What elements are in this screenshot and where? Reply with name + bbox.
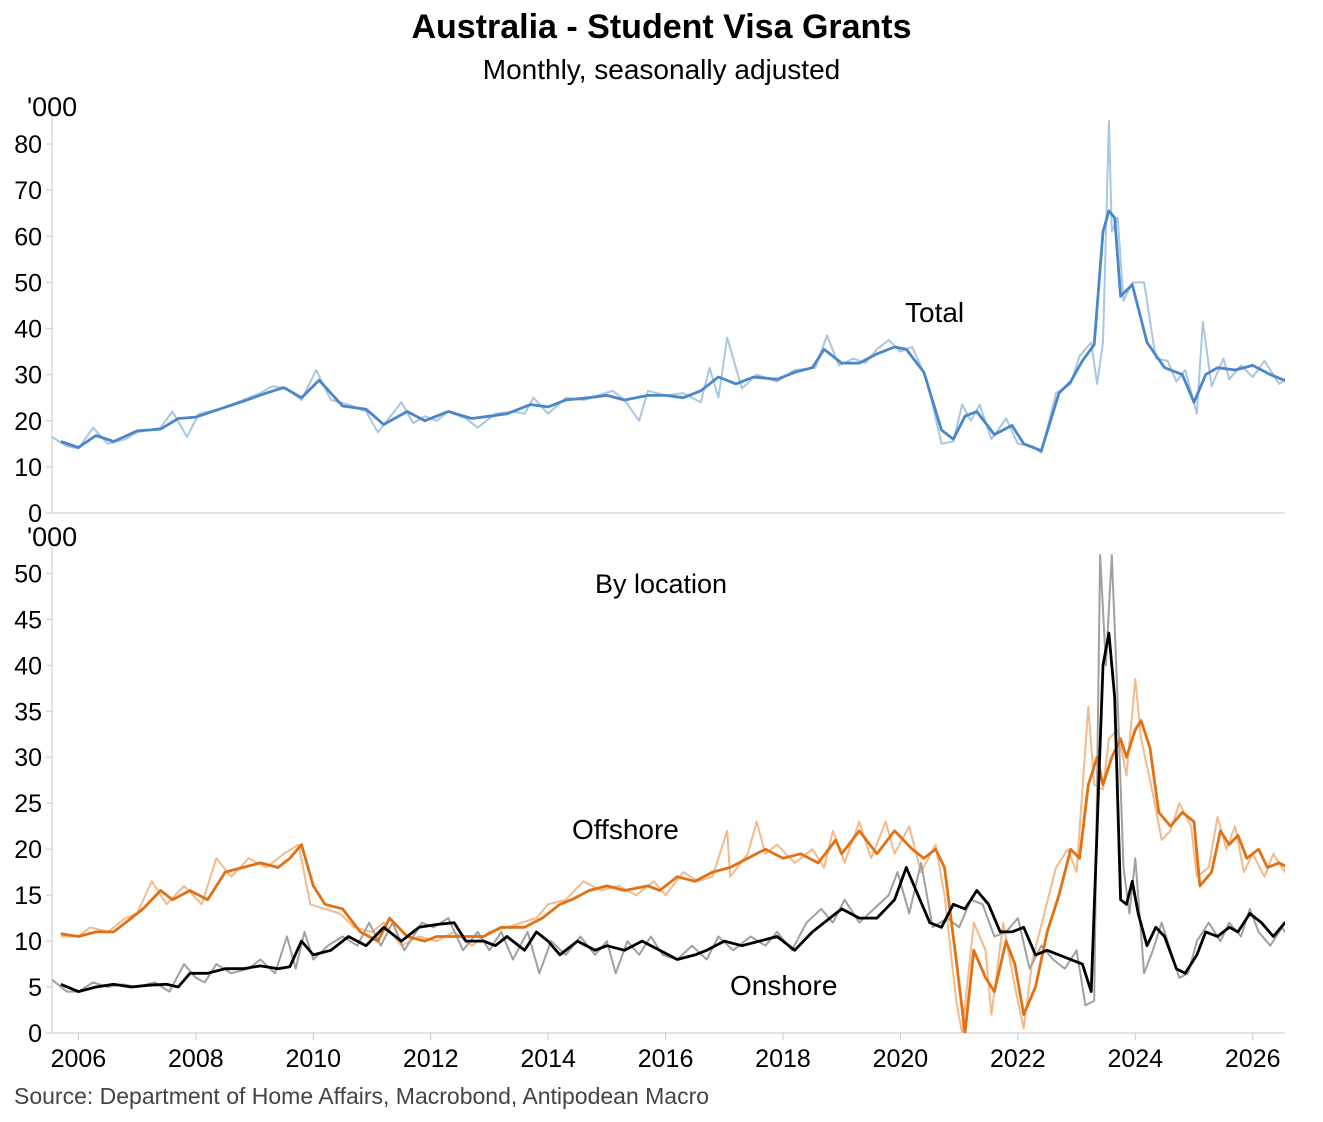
x-tick-label: 2008 [168,1045,224,1073]
x-tick-label: 2018 [755,1045,811,1073]
x-tick-label: 2010 [285,1045,341,1073]
bottom-panel: 0 5 10 15 20 25 30 35 40 45 50 '000 2006 2008 2010 2012… [14,522,1285,1073]
bottom-unit-label: '000 [27,522,77,552]
bottom-y-tick-label: 40 [14,652,42,680]
x-tick-label: 2014 [520,1045,576,1073]
bottom-y-tick-label: 20 [14,836,42,864]
bottom-y-tick-label: 10 [14,928,42,956]
bottom-y-tick-label: 30 [14,744,42,772]
onshore-series-label: Onshore [730,970,837,1001]
bottom-y-tick-label: 50 [14,560,42,588]
top-y-tick-label: 80 [14,131,42,159]
top-panel: 0 10 20 30 40 50 60 70 80 '000 Total [14,92,1285,528]
by-location-annotation: By location [595,569,727,599]
onshore-line [60,631,1285,993]
x-tick-label: 2026 [1225,1045,1281,1073]
source-note: Source: Department of Home Affairs, Macr… [14,1083,710,1109]
offshore-line [60,719,1285,1033]
top-y-tick-label: 40 [14,316,42,344]
top-y-tick-label: 10 [14,454,42,482]
offshore-monthly-line [60,678,1285,1033]
x-tick-label: 2020 [873,1045,929,1073]
bottom-y-tick-label: 45 [14,606,42,634]
bottom-y-tick-label: 5 [28,974,42,1002]
top-y-tick-label: 30 [14,362,42,390]
x-tick-label: 2012 [403,1045,459,1073]
top-y-tick-label: 70 [14,177,42,205]
bottom-y-tick-label: 15 [14,882,42,910]
top-y-tick-label: 0 [28,500,42,528]
total-series-label: Total [905,297,964,328]
bottom-y-tick-label: 35 [14,698,42,726]
x-tick-label: 2006 [51,1045,107,1073]
onshore-monthly-line [52,554,1285,1007]
x-tick-label: 2016 [638,1045,694,1073]
bottom-y-tick-label: 0 [28,1020,42,1048]
x-tick-label: 2022 [990,1045,1046,1073]
bottom-y-tick-label: 25 [14,790,42,818]
top-y-tick-label: 20 [14,408,42,436]
x-tick-label: 2024 [1107,1045,1163,1073]
top-unit-label: '000 [27,92,77,122]
chart-title: Australia - Student Visa Grants [411,8,912,46]
chart-subtitle: Monthly, seasonally adjusted [482,54,841,85]
offshore-series-label: Offshore [572,814,679,845]
top-y-tick-label: 50 [14,269,42,297]
total-line [60,209,1285,453]
top-y-tick-label: 60 [14,223,42,251]
